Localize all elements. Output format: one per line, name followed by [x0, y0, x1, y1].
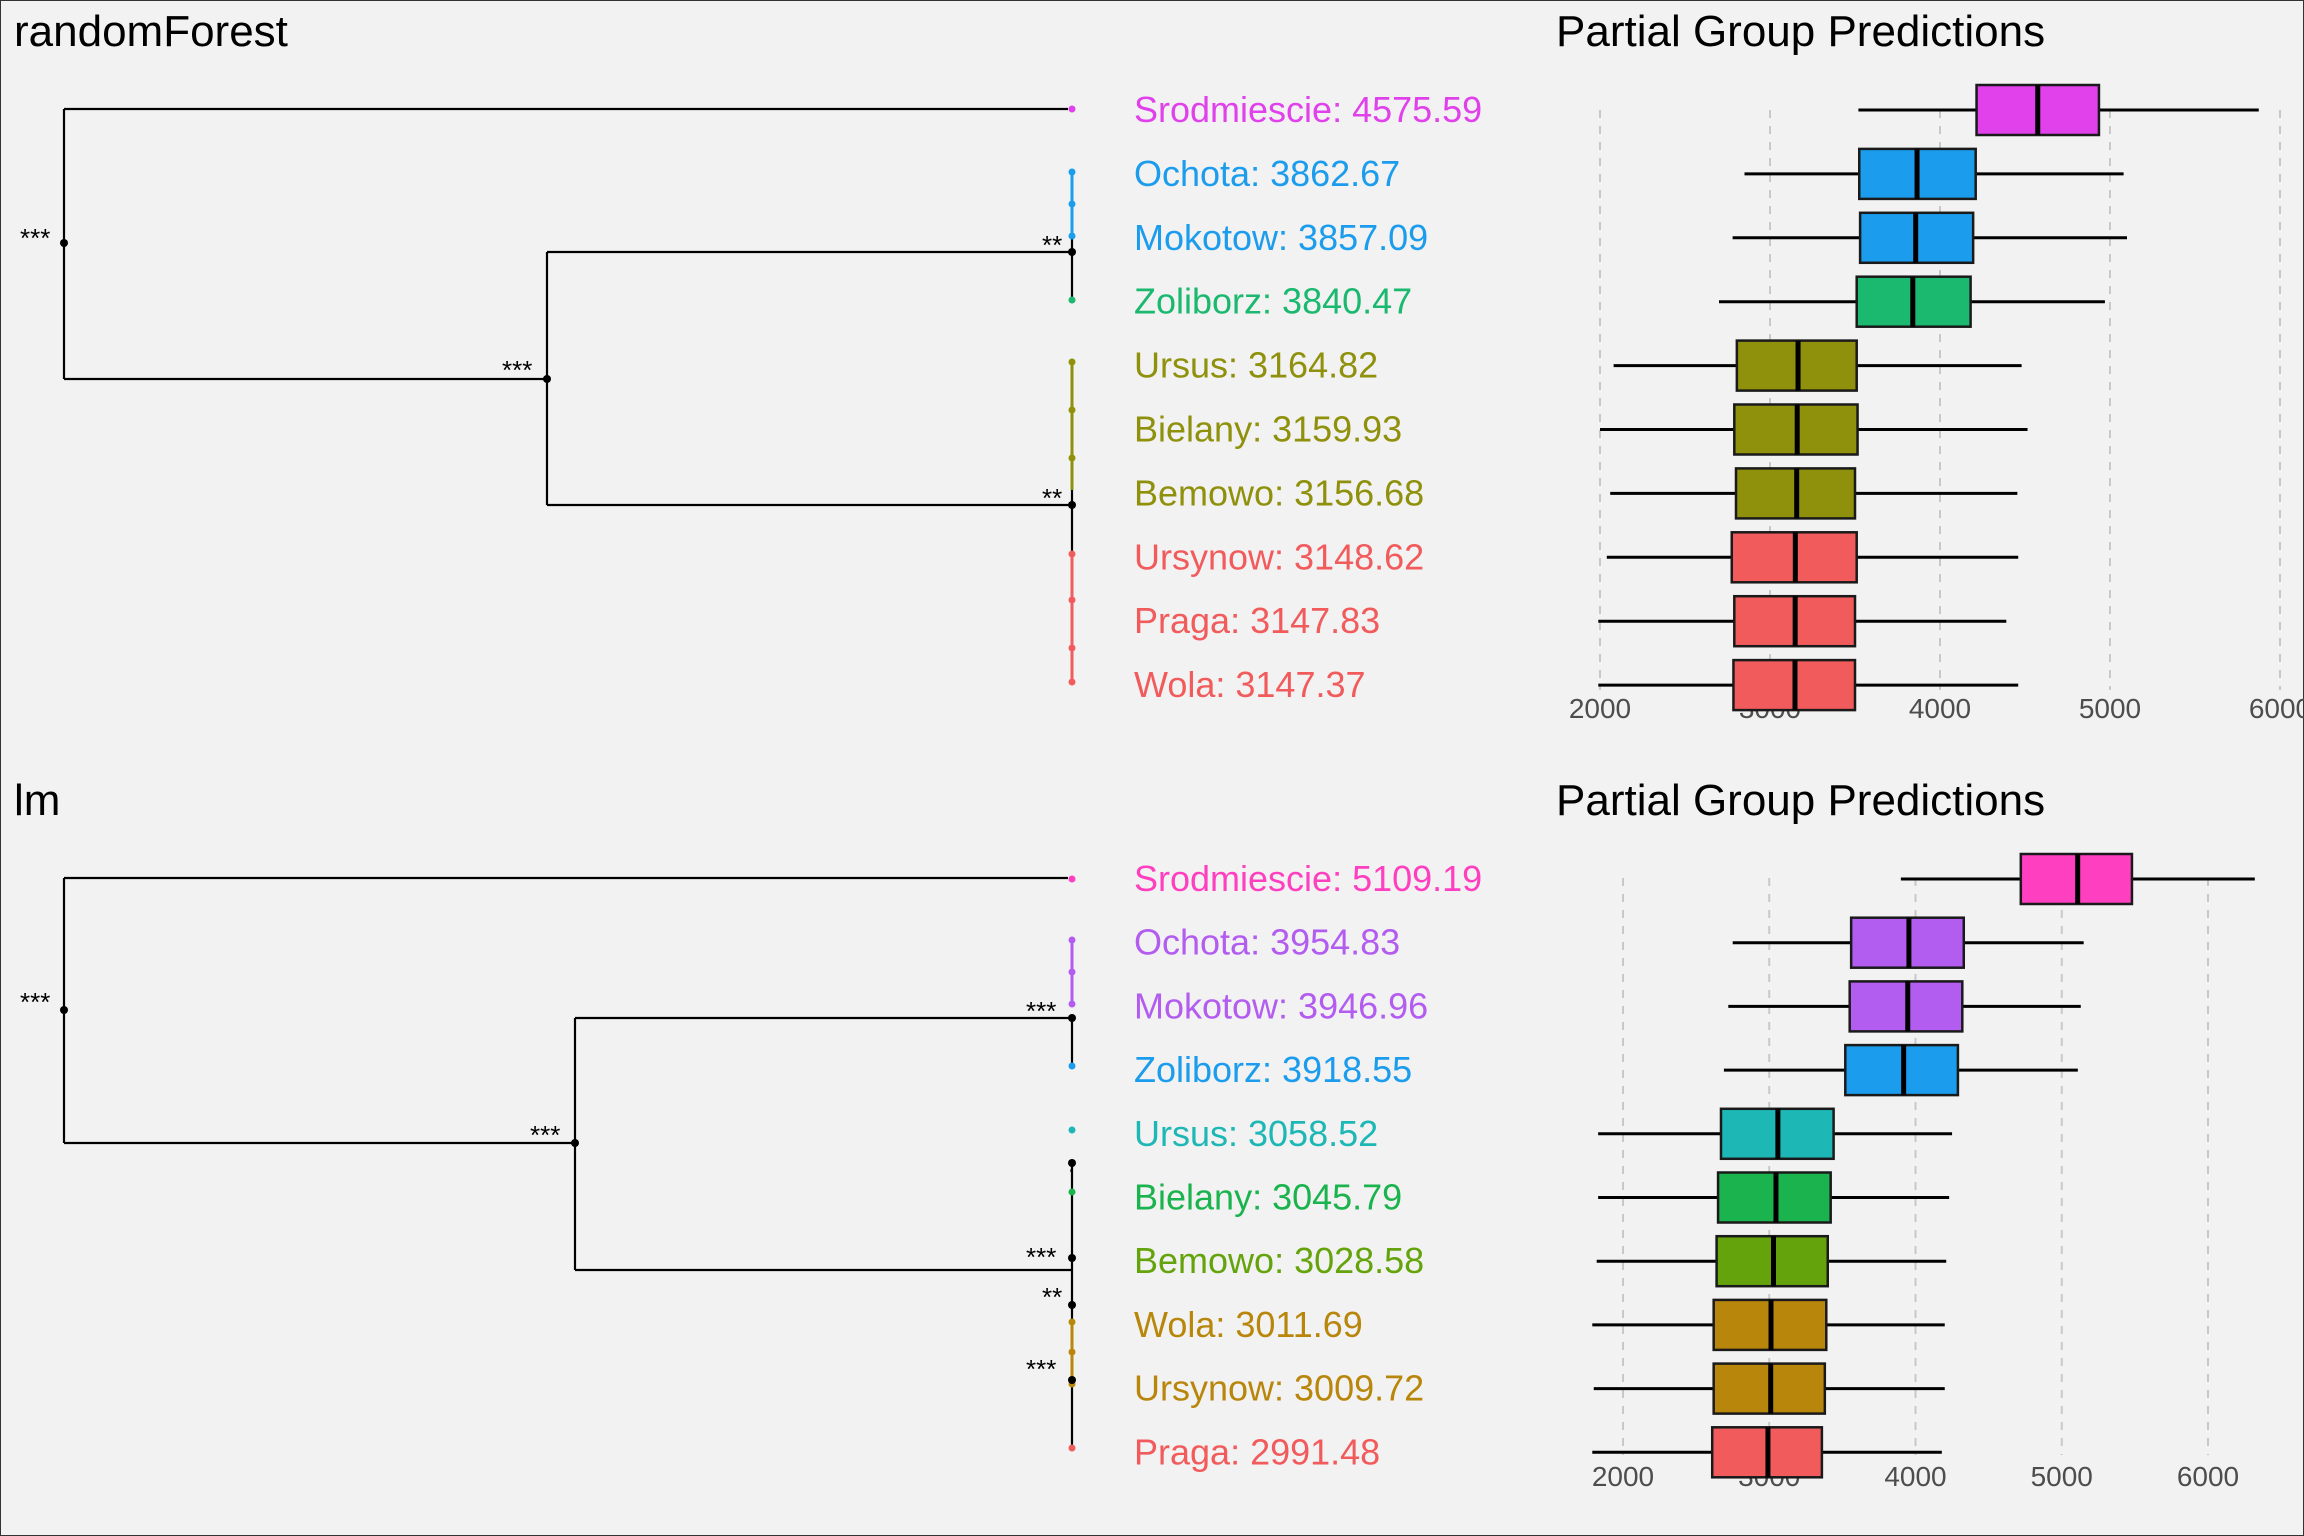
dendrogram-node — [1068, 1014, 1076, 1022]
leaf-dot — [1068, 550, 1076, 558]
group-label: Srodmiescie: 5109.19 — [1134, 858, 1482, 899]
leaf-dot — [1068, 1444, 1076, 1452]
group-label: Ursynow: 3148.62 — [1134, 536, 1424, 577]
group-label: Zoliborz: 3918.55 — [1134, 1049, 1412, 1090]
group-label: Mokotow: 3946.96 — [1134, 985, 1428, 1026]
dendrogram-node — [571, 1139, 579, 1147]
significance-label: ** — [1042, 483, 1062, 513]
group-label: Ursus: 3164.82 — [1134, 345, 1378, 386]
leaf-dot — [1068, 200, 1076, 208]
group-label: Mokotow: 3857.09 — [1134, 217, 1428, 258]
group-label: Ochota: 3954.83 — [1134, 922, 1400, 963]
leaf-dot — [1068, 406, 1076, 414]
leaf-dot — [1068, 296, 1076, 304]
x-tick-label: 6000 — [2177, 1461, 2239, 1492]
leaf-dot — [1068, 168, 1076, 176]
group-label: Wola: 3147.37 — [1134, 664, 1366, 705]
dendrogram-node — [543, 375, 551, 383]
leaf-dot — [1068, 358, 1076, 366]
dendrogram-node — [1068, 501, 1076, 509]
boxplot-title: Partial Group Predictions — [1556, 7, 2045, 56]
group-label: Ursus: 3058.52 — [1134, 1113, 1378, 1154]
group-label: Bielany: 3045.79 — [1134, 1177, 1402, 1218]
leaf-dot — [1068, 1000, 1076, 1008]
group-label: Bielany: 3159.93 — [1134, 409, 1402, 450]
dendrogram-node — [1068, 1301, 1076, 1309]
leaf-dot — [1068, 232, 1076, 240]
leaf-dot — [1068, 1126, 1076, 1134]
dendrogram-node — [1068, 1159, 1076, 1167]
dendrogram-node — [60, 1006, 68, 1014]
significance-label: *** — [502, 355, 532, 385]
group-label: Bemowo: 3156.68 — [1134, 472, 1424, 513]
model-title: randomForest — [14, 7, 288, 56]
leaf-dot — [1068, 596, 1076, 604]
significance-label: *** — [20, 223, 50, 253]
dendrogram-node — [1068, 248, 1076, 256]
x-tick-label: 2000 — [1592, 1461, 1654, 1492]
group-label: Srodmiescie: 4575.59 — [1134, 89, 1482, 130]
leaf-dot — [1068, 1062, 1076, 1070]
dendrogram-node — [1068, 1254, 1076, 1262]
group-label: Zoliborz: 3840.47 — [1134, 281, 1412, 322]
leaf-dot — [1068, 1318, 1076, 1326]
significance-label: *** — [20, 987, 50, 1017]
group-label: Bemowo: 3028.58 — [1134, 1240, 1424, 1281]
leaf-dot — [1068, 1188, 1076, 1196]
leaf-dot — [1068, 1348, 1076, 1356]
leaf-dot — [1068, 875, 1076, 883]
group-label: Ursynow: 3009.72 — [1134, 1368, 1424, 1409]
x-tick-label: 6000 — [2249, 693, 2304, 724]
dendrogram-node — [1068, 1376, 1076, 1384]
boxplot-title: Partial Group Predictions — [1556, 776, 2045, 825]
x-tick-label: 2000 — [1569, 693, 1631, 724]
leaf-dot — [1068, 968, 1076, 976]
x-tick-label: 5000 — [2031, 1461, 2093, 1492]
x-tick-label: 5000 — [2079, 693, 2141, 724]
significance-label: . — [1068, 1148, 1075, 1178]
leaf-dot — [1068, 936, 1076, 944]
dendrogram-node — [60, 239, 68, 247]
group-label: Praga: 2991.48 — [1134, 1431, 1380, 1472]
model-title: lm — [14, 776, 60, 825]
leaf-dot — [1068, 454, 1076, 462]
significance-label: *** — [1026, 1242, 1056, 1272]
x-tick-label: 4000 — [1909, 693, 1971, 724]
group-label: Praga: 3147.83 — [1134, 600, 1380, 641]
group-label: Wola: 3011.69 — [1134, 1304, 1363, 1345]
significance-label: *** — [530, 1120, 560, 1150]
group-label: Ochota: 3862.67 — [1134, 153, 1400, 194]
significance-label: ** — [1042, 1282, 1062, 1312]
significance-label: *** — [1026, 1354, 1056, 1384]
leaf-dot — [1068, 678, 1076, 686]
significance-label: ** — [1042, 230, 1062, 260]
x-tick-label: 4000 — [1884, 1461, 1946, 1492]
leaf-dot — [1068, 644, 1076, 652]
leaf-dot — [1068, 105, 1076, 113]
significance-label: *** — [1026, 996, 1056, 1026]
